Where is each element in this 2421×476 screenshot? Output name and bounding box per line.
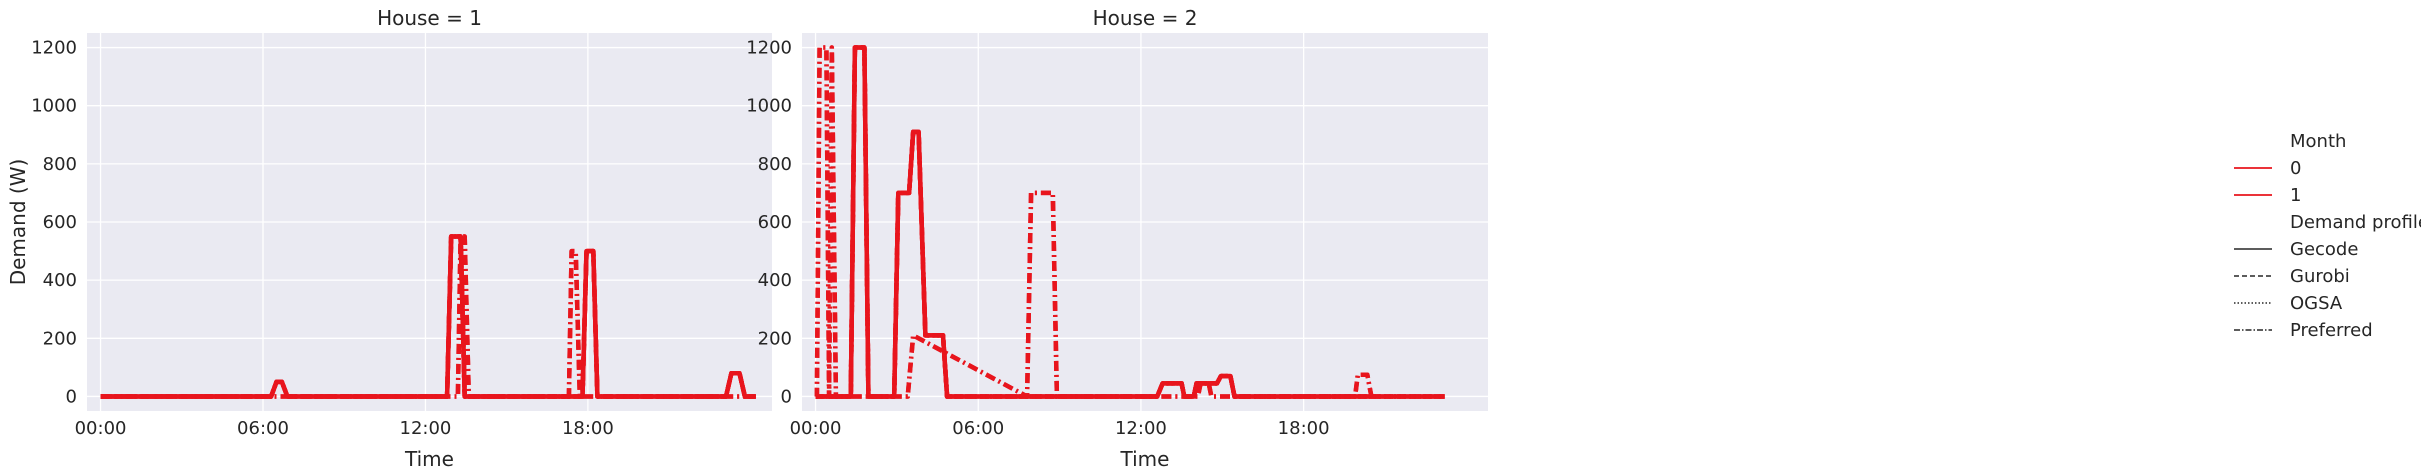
- y-tick-label: 1000: [31, 96, 77, 117]
- y-tick-label: 600: [758, 212, 792, 233]
- x-tick-label: 00:00: [790, 418, 842, 439]
- series-line-1-ogsa: [815, 45, 1445, 399]
- x-axis-label: Time: [404, 447, 454, 471]
- legend-label-gecode: Gecode: [2290, 239, 2358, 260]
- x-tick-label: 18:00: [562, 418, 614, 439]
- y-tick-label: 0: [66, 386, 77, 407]
- chart-panel-2: 0 200 400 600 800 1000 1200 00:00 06:00 12:00 18:0…: [746, 6, 1488, 471]
- y-tick-label: 1000: [746, 96, 792, 117]
- series-line-1-preferred: [814, 45, 1374, 399]
- y-tick-label: 800: [758, 154, 792, 175]
- chart-panel-1: 0 200 400 600 800 1000 1200 00:00 06:00 12:00 18:0…: [6, 6, 772, 471]
- panel-title: House = 1: [377, 6, 482, 30]
- x-tick-label: 12:00: [400, 418, 452, 439]
- x-tick-label: 18:00: [1278, 418, 1330, 439]
- y-axis-label: Demand (W): [6, 159, 30, 286]
- legend-label-ogsa: OGSA: [2290, 293, 2343, 314]
- y-tick-label: 800: [43, 154, 77, 175]
- series-line-1-preferred: [100, 234, 756, 399]
- legend-label-preferred: Preferred: [2290, 320, 2373, 341]
- y-tick-label: 200: [43, 328, 77, 349]
- chart-legend: Month 0 1 Demand profile Gecode Gurobi OGSA Pre…: [2234, 131, 2421, 341]
- y-tick-label: 400: [43, 270, 77, 291]
- series-line-1-ogsa: [100, 234, 756, 399]
- legend-label-month-1: 1: [2290, 185, 2301, 206]
- x-axis-label: Time: [1120, 447, 1170, 471]
- legend-label-gurobi: Gurobi: [2290, 266, 2350, 287]
- y-tick-label: 1200: [746, 38, 792, 59]
- panel-title: House = 2: [1093, 6, 1198, 30]
- y-tick-label: 200: [758, 328, 792, 349]
- x-tick-label: 06:00: [952, 418, 1004, 439]
- x-tick-label: 06:00: [237, 418, 289, 439]
- y-tick-label: 600: [43, 212, 77, 233]
- y-tick-label: 1200: [31, 38, 77, 59]
- legend-title: Demand profile: [2290, 212, 2421, 233]
- legend-title: Month: [2290, 131, 2346, 152]
- y-tick-label: 400: [758, 270, 792, 291]
- y-tick-label: 0: [781, 386, 792, 407]
- chart-panels: 0 200 400 600 800 1000 1200 00:00 06:00 12:00 18:0…: [6, 6, 1488, 471]
- x-tick-label: 12:00: [1115, 418, 1167, 439]
- x-tick-label: 00:00: [75, 418, 127, 439]
- legend-label-month-0: 0: [2290, 158, 2301, 179]
